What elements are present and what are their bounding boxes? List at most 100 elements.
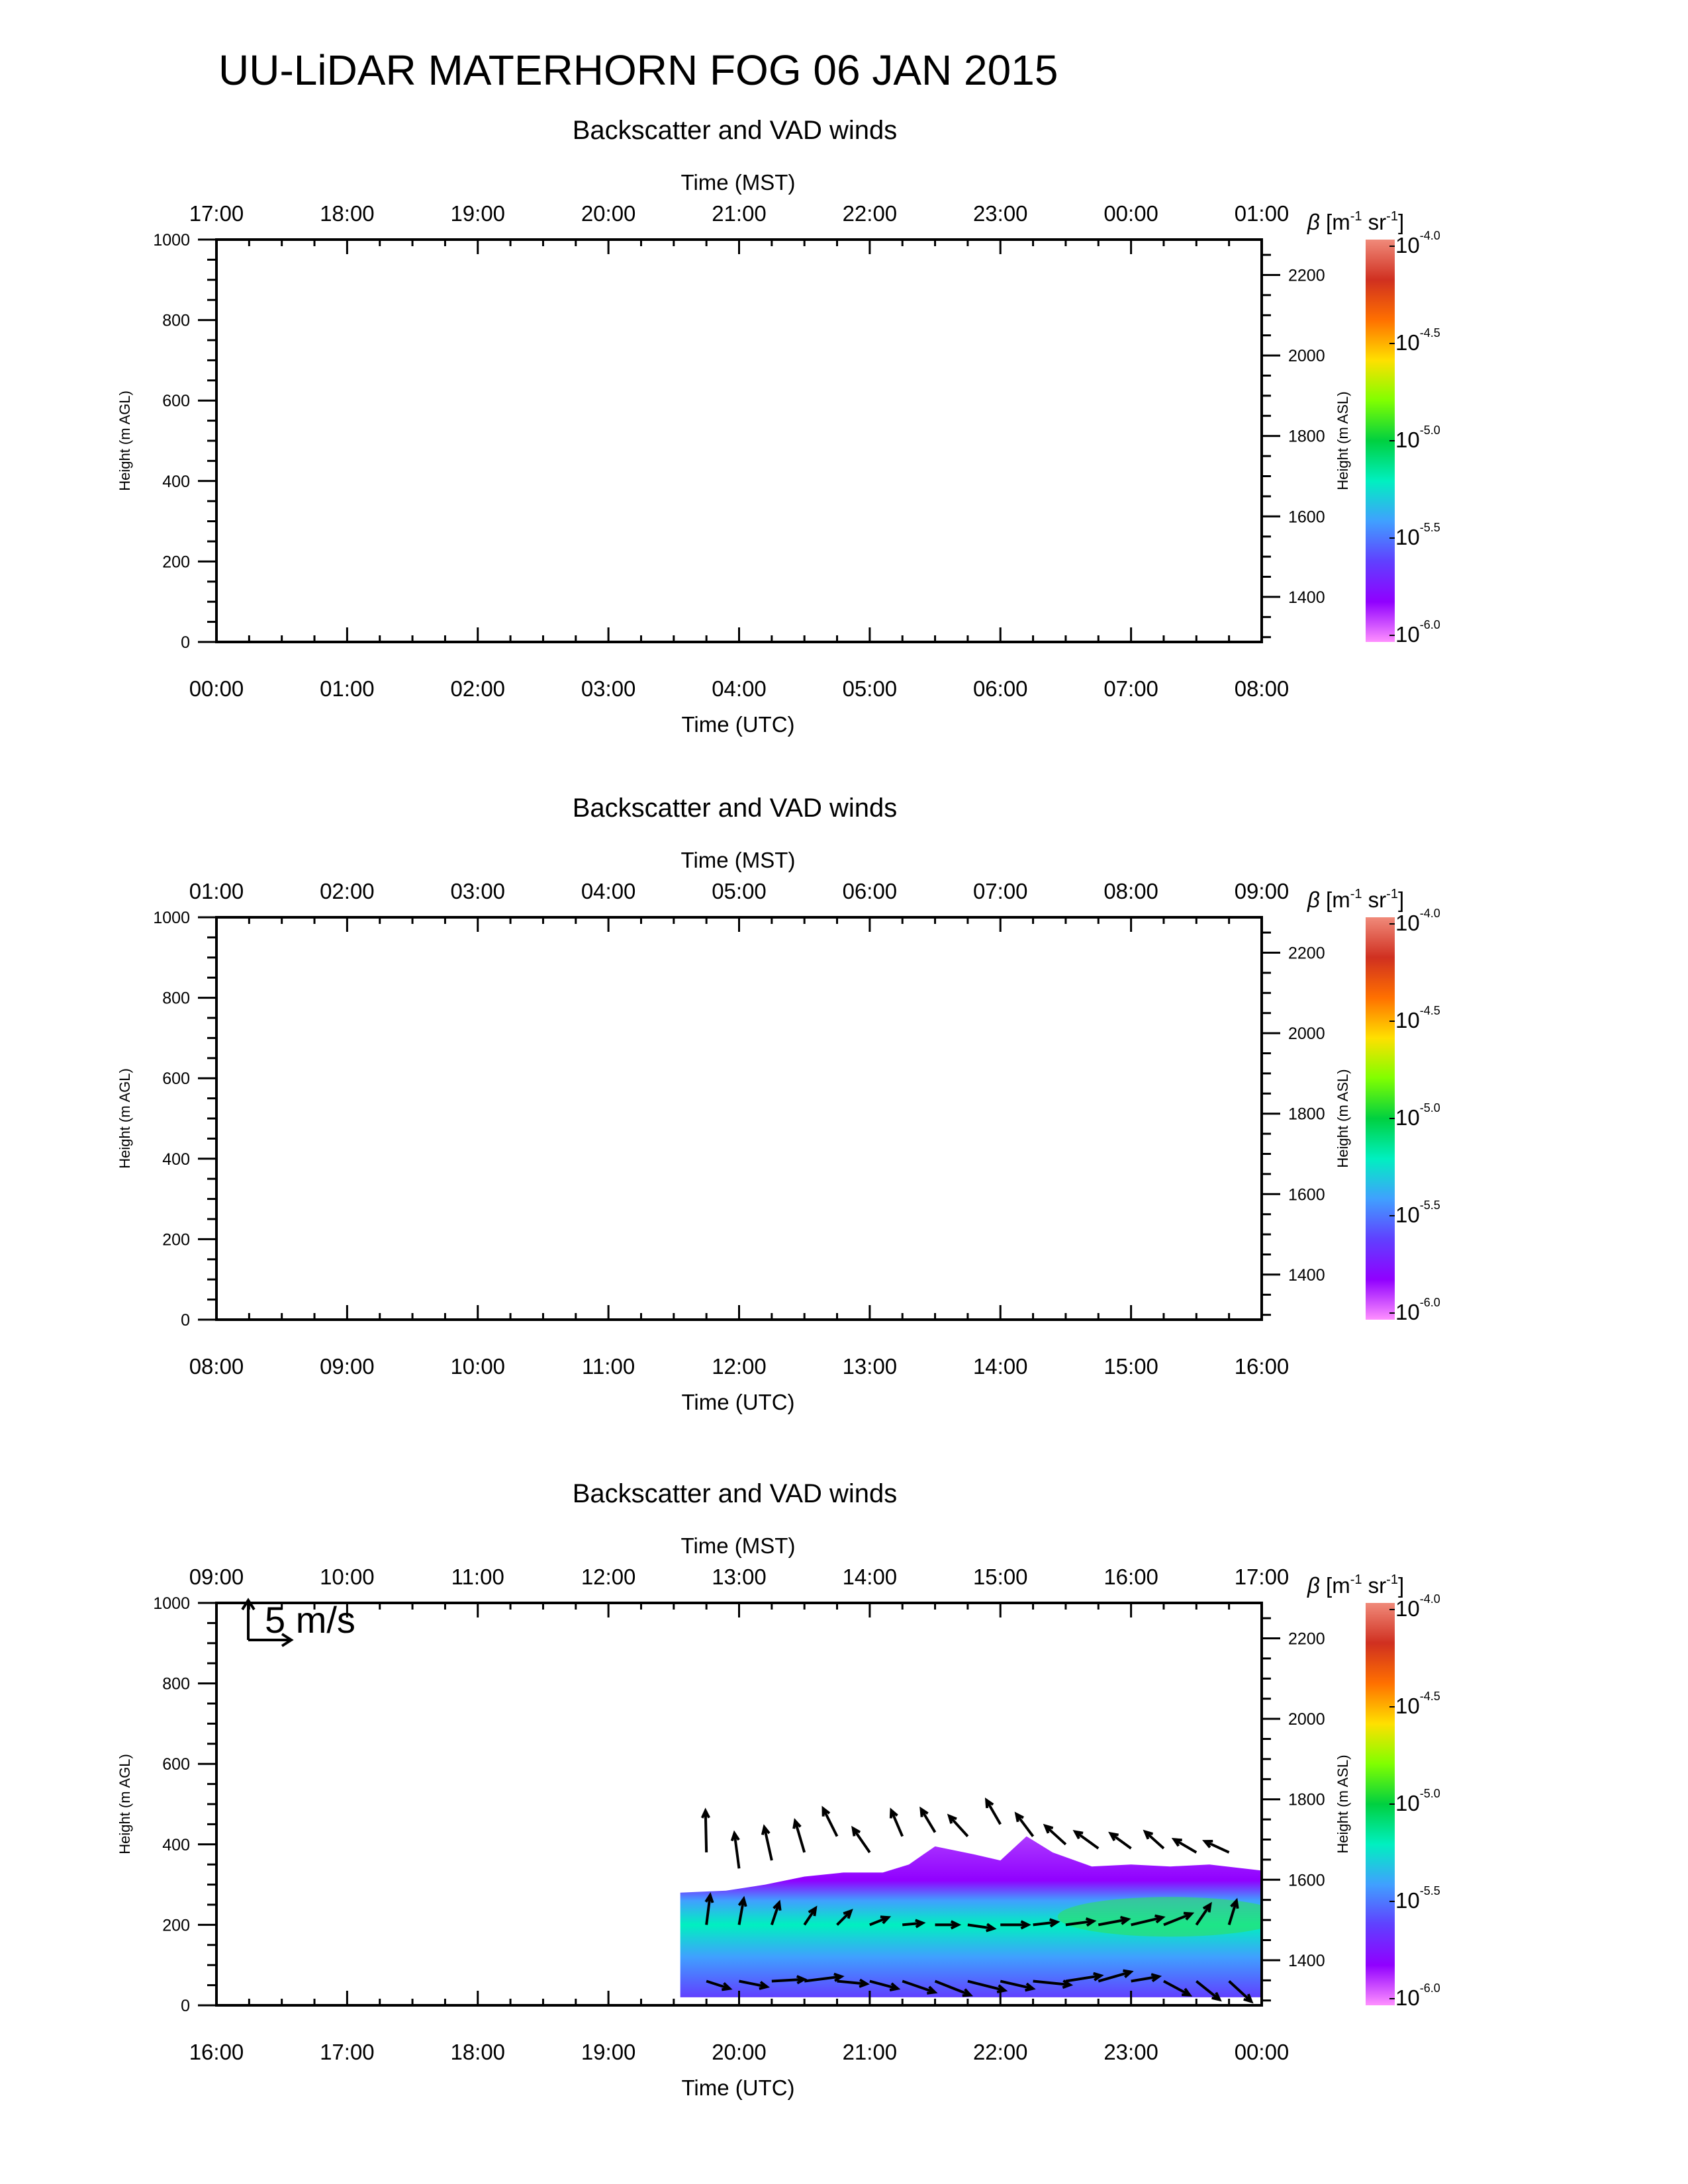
colorbar-label-part: [m bbox=[1326, 1573, 1350, 1598]
colorbar-tick-label: 10-5.5 bbox=[1395, 521, 1440, 549]
chart-panel-2: Backscatter and VAD winds Time (MST) Time … bbox=[117, 794, 1440, 1414]
x-tick-label-top: 11:00 bbox=[451, 1565, 504, 1589]
wind-vector bbox=[1131, 1914, 1166, 1927]
colorbar-tick-exponent: -4.0 bbox=[1420, 1592, 1440, 1606]
y-axis-label-left: Height (m AGL) bbox=[117, 390, 133, 491]
y-tick-label-right: 1400 bbox=[1288, 1266, 1325, 1285]
y-tick-label-left: 1000 bbox=[153, 1594, 190, 1613]
colorbar-tick-exponent: -4.5 bbox=[1420, 1690, 1440, 1703]
colorbar-tick-exponent: -5.0 bbox=[1420, 424, 1440, 437]
y-axis-label-left: Height (m AGL) bbox=[117, 1754, 133, 1854]
y-tick-label-left: 800 bbox=[162, 989, 190, 1008]
y-tick-label-left: 400 bbox=[162, 473, 190, 491]
y-axis-ticks-right bbox=[1262, 1617, 1280, 2002]
x-tick-label-top: 23:00 bbox=[973, 201, 1028, 226]
colorbar-tick-base: 10 bbox=[1395, 525, 1420, 549]
y-tick-label-right: 1800 bbox=[1288, 428, 1325, 446]
x-tick-label-top: 03:00 bbox=[450, 879, 505, 903]
y-tick-label-right: 2200 bbox=[1288, 267, 1325, 285]
x-tick-label-bottom: 14:00 bbox=[973, 1354, 1028, 1379]
y-tick-label-left: 800 bbox=[162, 312, 190, 330]
colorbar-tick-label: 10-6.0 bbox=[1395, 618, 1440, 647]
y-axis-ticks-left bbox=[198, 916, 216, 1321]
x-tick-label-bottom: 00:00 bbox=[1235, 2040, 1289, 2064]
x-axis-label-top: Time (MST) bbox=[681, 848, 796, 872]
wind-vector bbox=[739, 1979, 771, 1990]
y-tick-label-right: 1600 bbox=[1288, 1185, 1325, 1204]
colorbar-label-part: -1 bbox=[1386, 887, 1398, 901]
colorbar-label-part: ] bbox=[1398, 210, 1404, 234]
wind-vector bbox=[761, 1824, 773, 1861]
x-tick-label-top: 21:00 bbox=[712, 201, 767, 226]
wind-vector bbox=[706, 1979, 733, 1991]
y-tick-label-left: 600 bbox=[162, 1755, 190, 1774]
wind-vector bbox=[771, 1975, 808, 1985]
wind-vector bbox=[1131, 1973, 1162, 1983]
x-tick-label-bottom: 08:00 bbox=[1235, 676, 1289, 701]
x-tick-label-bottom: 21:00 bbox=[843, 2040, 898, 2064]
plot-frame bbox=[215, 916, 1263, 1321]
colorbar: β [m-1 sr-1]10-4.010-4.510-5.010-5.510-6… bbox=[1307, 1572, 1440, 2010]
colorbar-tick-exponent: -4.0 bbox=[1420, 907, 1440, 920]
x-tick-label-bottom: 09:00 bbox=[320, 1354, 375, 1379]
backscatter-field bbox=[680, 1797, 1262, 2004]
wind-vector bbox=[1108, 1831, 1132, 1850]
colorbar-tick-label: 10-5.5 bbox=[1395, 1199, 1440, 1227]
y-tick-label-left: 1000 bbox=[153, 231, 190, 250]
wind-vector bbox=[730, 1830, 741, 1869]
backscatter-layer bbox=[680, 1836, 1262, 1997]
y-tick-label-left: 0 bbox=[181, 633, 190, 652]
x-tick-label-bottom: 07:00 bbox=[1103, 676, 1158, 701]
colorbar-tick-label: 10-6.0 bbox=[1395, 1296, 1440, 1324]
y-tick-label-left: 400 bbox=[162, 1150, 190, 1169]
y-tick-label-left: 600 bbox=[162, 392, 190, 410]
colorbar-tick-label: 10-5.0 bbox=[1395, 424, 1440, 452]
x-tick-label-top: 09:00 bbox=[1235, 879, 1289, 903]
x-tick-label-bottom: 22:00 bbox=[973, 2040, 1028, 2064]
colorbar-label-part: β bbox=[1307, 1573, 1326, 1598]
wind-vector bbox=[837, 1978, 870, 1988]
colorbar-tick-exponent: -6.0 bbox=[1420, 1296, 1440, 1309]
y-tick-label-left: 800 bbox=[162, 1675, 190, 1694]
x-tick-label-bottom: 20:00 bbox=[712, 2040, 767, 2064]
colorbar-tick-base: 10 bbox=[1395, 330, 1420, 355]
wind-vector bbox=[700, 1807, 710, 1853]
colorbar-tick-base: 10 bbox=[1395, 911, 1420, 935]
colorbar-tick-exponent: -5.5 bbox=[1420, 1199, 1440, 1212]
x-tick-label-top: 04:00 bbox=[581, 879, 636, 903]
wind-vector bbox=[1228, 1980, 1254, 2004]
colorbar-tick-label: 10-5.5 bbox=[1395, 1884, 1440, 1913]
colorbar-label-part: β bbox=[1307, 210, 1326, 234]
colorbar-tick-base: 10 bbox=[1395, 233, 1420, 257]
y-tick-label-left: 200 bbox=[162, 1230, 190, 1249]
y-tick-label-right: 1400 bbox=[1288, 588, 1325, 607]
x-tick-label-top: 10:00 bbox=[320, 1565, 375, 1589]
y-tick-label-left: 0 bbox=[181, 1311, 190, 1330]
wind-vector bbox=[704, 1892, 714, 1925]
x-tick-label-top: 01:00 bbox=[1235, 201, 1289, 226]
wind-vector bbox=[1227, 1897, 1239, 1925]
x-tick-label-bottom: 23:00 bbox=[1103, 2040, 1158, 2064]
y-tick-label-left: 600 bbox=[162, 1069, 190, 1088]
x-tick-label-top: 01:00 bbox=[189, 879, 244, 903]
x-tick-label-bottom: 11:00 bbox=[582, 1354, 635, 1379]
wind-vector bbox=[851, 1825, 871, 1854]
y-tick-label-right: 1800 bbox=[1288, 1105, 1325, 1124]
wind-vector bbox=[869, 1979, 901, 1991]
x-tick-label-top: 02:00 bbox=[320, 879, 375, 903]
wind-vector bbox=[967, 1923, 997, 1933]
colorbar-label-part: [m bbox=[1326, 887, 1350, 912]
colorbar-label-part: ] bbox=[1398, 887, 1404, 912]
x-tick-label-top: 19:00 bbox=[450, 201, 505, 226]
x-tick-label-bottom: 06:00 bbox=[973, 676, 1028, 701]
y-tick-label-right: 2000 bbox=[1288, 1024, 1325, 1043]
wind-vector bbox=[1163, 1979, 1193, 1997]
x-tick-label-bottom: 19:00 bbox=[581, 2040, 636, 2064]
x-tick-label-bottom: 17:00 bbox=[320, 2040, 375, 2064]
x-tick-label-top: 15:00 bbox=[973, 1565, 1028, 1589]
x-tick-label-top: 09:00 bbox=[189, 1565, 244, 1589]
backscatter-enhanced-band bbox=[1057, 1897, 1262, 1937]
x-tick-label-bottom: 16:00 bbox=[189, 2040, 244, 2064]
colorbar-tick-base: 10 bbox=[1395, 1105, 1420, 1130]
x-tick-label-top: 18:00 bbox=[320, 201, 375, 226]
